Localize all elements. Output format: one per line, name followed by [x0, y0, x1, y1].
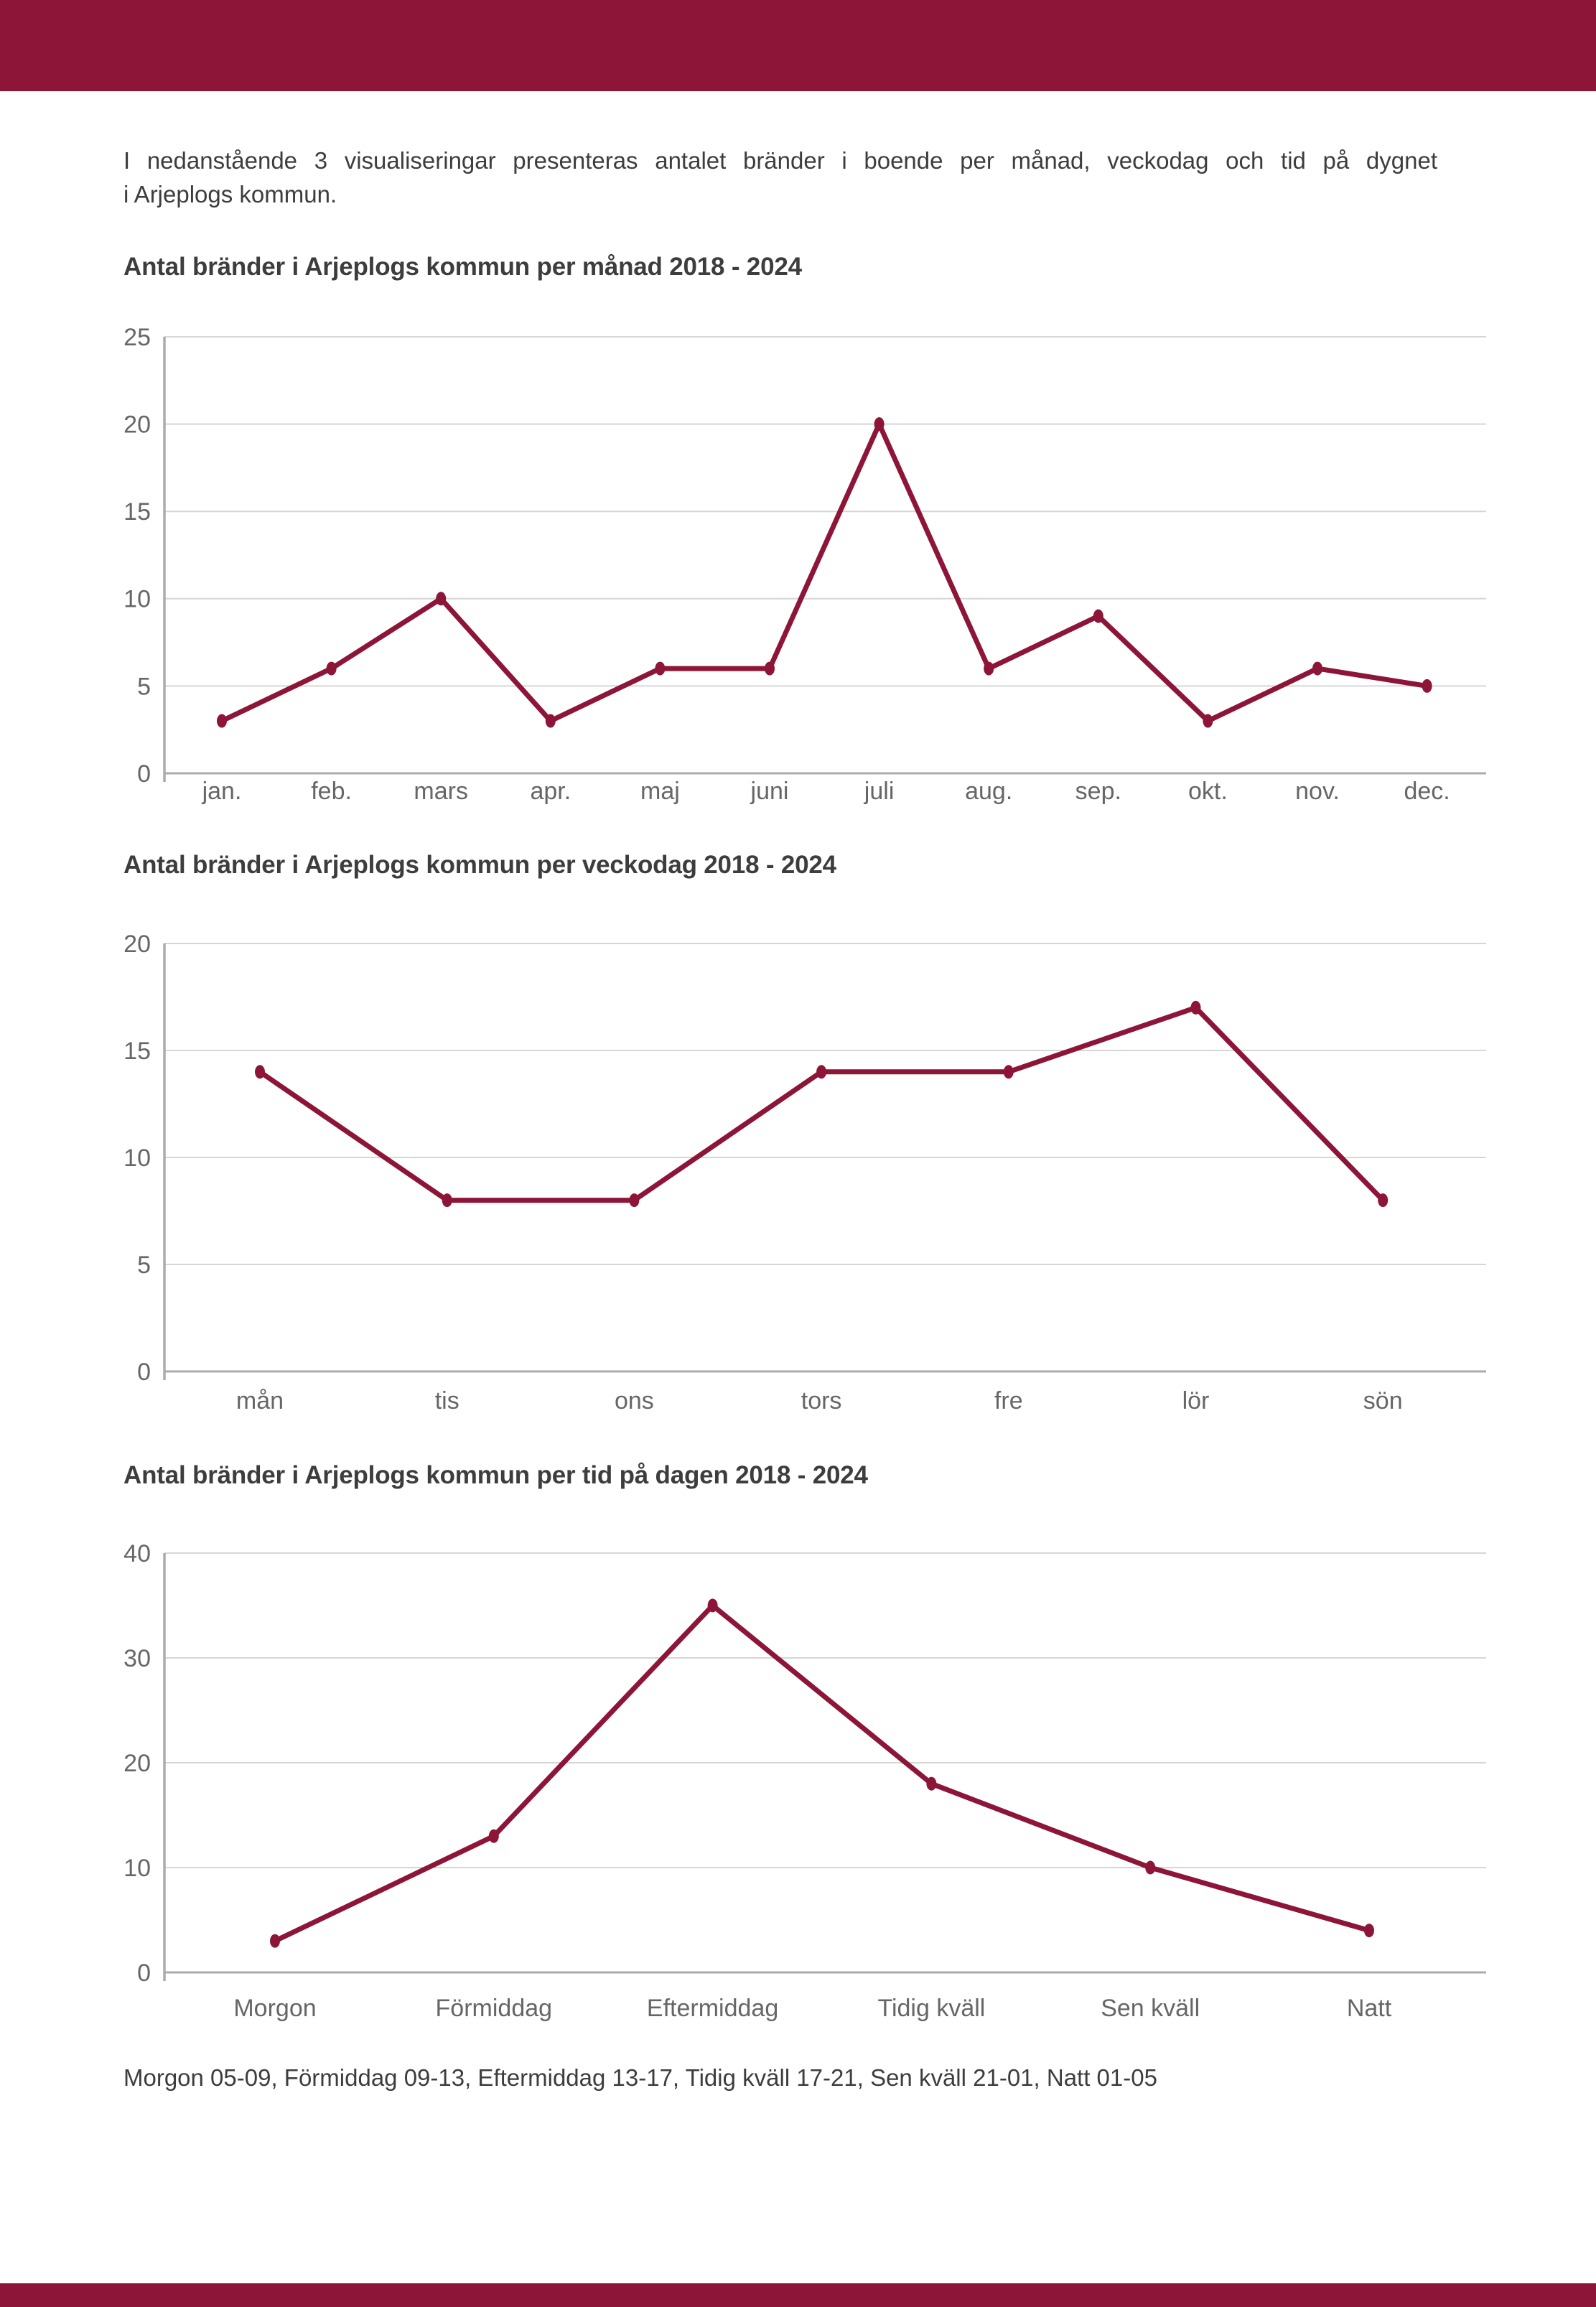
- footer-bar: [0, 2283, 1596, 2307]
- x-category-label: okt.: [1188, 778, 1228, 805]
- data-point: [1203, 714, 1213, 728]
- y-tick-label: 20: [123, 931, 151, 958]
- data-point: [926, 1776, 937, 1791]
- data-point: [270, 1934, 280, 1948]
- data-point: [1190, 1000, 1201, 1015]
- y-tick-label: 5: [137, 1252, 151, 1279]
- x-category-label: juni: [750, 778, 789, 805]
- data-point: [217, 714, 227, 728]
- x-category-label: nov.: [1295, 778, 1340, 805]
- chart-title-timeofday: Antal bränder i Arjeplogs kommun per tid…: [123, 1461, 868, 1489]
- x-category-label: apr.: [530, 778, 571, 805]
- x-category-label: Sen kväll: [1101, 1995, 1200, 2022]
- chart-title-weekday: Antal bränder i Arjeplogs kommun per vec…: [123, 851, 836, 879]
- y-tick-label: 15: [123, 498, 151, 526]
- x-category-label: tors: [801, 1387, 842, 1415]
- x-category-label: mars: [414, 778, 468, 805]
- x-category-label: dec.: [1404, 778, 1450, 805]
- x-category-label: aug.: [965, 778, 1012, 805]
- x-category-label: lör: [1182, 1387, 1210, 1415]
- y-tick-label: 30: [123, 1645, 151, 1672]
- x-category-label: ons: [615, 1387, 654, 1415]
- data-point: [1364, 1924, 1374, 1938]
- data-point: [488, 1829, 499, 1843]
- data-line: [257, 1005, 1386, 1203]
- x-category-label: sön: [1363, 1387, 1403, 1415]
- data-point: [255, 1065, 265, 1079]
- intro-paragraph: I nedanstående 3 visualiseringar present…: [123, 144, 1437, 211]
- intro-line-1: I nedanstående 3 visualiseringar present…: [123, 147, 1437, 174]
- data-line: [272, 1603, 1372, 1944]
- y-tick-label: 5: [137, 673, 151, 700]
- data-point: [436, 592, 447, 606]
- data-point: [1312, 661, 1322, 676]
- y-tick-label: 10: [123, 1145, 151, 1172]
- intro-line-2: i Arjeplogs kommun.: [123, 181, 337, 208]
- y-tick-label: 20: [123, 1750, 151, 1777]
- x-category-label: maj: [640, 778, 680, 805]
- x-category-label: jan.: [202, 778, 242, 805]
- data-point: [1378, 1193, 1389, 1208]
- x-category-label: Natt: [1347, 1995, 1392, 2022]
- x-category-label: juli: [864, 778, 895, 805]
- data-point: [874, 417, 885, 432]
- monthly-line-chart: 0 5 10 15 20 25 jan. feb. mars apr. maj juni juli aug…: [123, 324, 1486, 805]
- x-category-label: mån: [236, 1387, 284, 1415]
- y-tick-label: 20: [123, 411, 151, 439]
- data-point: [707, 1598, 718, 1613]
- header-bar: [0, 0, 1596, 91]
- y-tick-label: 25: [123, 324, 151, 351]
- x-category-label: fre: [994, 1387, 1023, 1415]
- y-tick-label: 10: [123, 1855, 151, 1882]
- data-point: [1145, 1860, 1156, 1875]
- data-point: [545, 714, 556, 728]
- data-point: [326, 661, 337, 676]
- x-category-label: tis: [435, 1387, 459, 1415]
- x-category-label: sep.: [1075, 778, 1121, 805]
- data-point: [1093, 609, 1103, 623]
- data-point: [1003, 1065, 1014, 1079]
- x-category-label: Morgon: [233, 1995, 316, 2022]
- data-point: [984, 661, 994, 676]
- timeofday-line-chart: 0 10 20 30 40 Morgon Förmiddag Eftermiddag Tidig…: [123, 1540, 1486, 2022]
- data-line: [219, 421, 1430, 724]
- time-interval-note: Morgon 05-09, Förmiddag 09-13, Eftermidd…: [123, 2064, 1157, 2091]
- data-point: [816, 1065, 827, 1079]
- chart-title-monthly: Antal bränder i Arjeplogs kommun per mån…: [123, 253, 802, 281]
- x-category-label: Eftermiddag: [647, 1995, 778, 2022]
- data-point: [442, 1193, 452, 1208]
- y-tick-label: 0: [137, 1358, 151, 1386]
- y-tick-label: 40: [123, 1540, 151, 1567]
- y-tick-label: 15: [123, 1038, 151, 1065]
- data-point: [1422, 679, 1432, 693]
- data-point: [655, 661, 666, 676]
- data-point: [765, 661, 775, 676]
- y-tick-label: 10: [123, 586, 151, 613]
- y-tick-label: 0: [137, 1959, 151, 1987]
- x-category-label: Tidig kväll: [877, 1995, 985, 2022]
- data-point: [629, 1193, 640, 1208]
- y-tick-label: 0: [137, 760, 151, 788]
- weekday-line-chart: 0 5 10 15 20 mån tis ons tors fre lör sön: [123, 931, 1486, 1415]
- x-category-label: feb.: [311, 778, 352, 805]
- x-category-label: Förmiddag: [436, 1995, 553, 2022]
